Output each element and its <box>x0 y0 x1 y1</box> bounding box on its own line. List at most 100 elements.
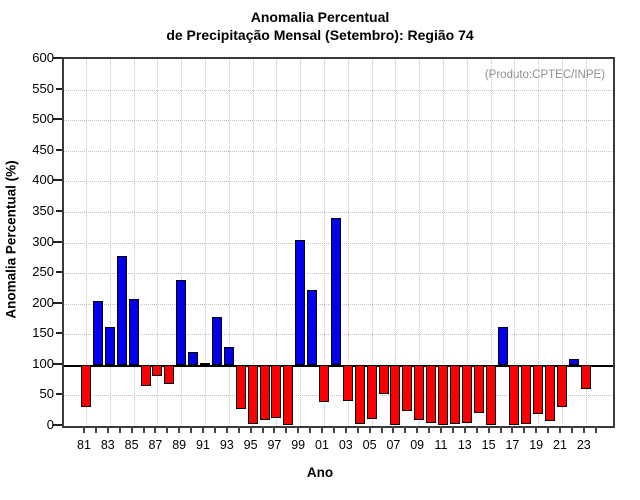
x-tick <box>273 426 276 433</box>
bar-2014 <box>473 364 484 413</box>
y-tick <box>56 209 62 212</box>
x-tick <box>225 426 228 433</box>
y-tick <box>56 332 62 335</box>
x-tick-label: 85 <box>124 438 139 452</box>
y-tick-label: 200 <box>32 294 54 310</box>
bar-1986 <box>140 364 151 387</box>
v-gridline <box>157 59 159 426</box>
x-tick <box>202 426 204 433</box>
bar-1988 <box>164 364 175 384</box>
y-tick <box>56 87 62 90</box>
x-tick <box>428 426 431 433</box>
v-gridline <box>228 59 230 426</box>
bar-1997 <box>271 364 282 419</box>
x-tick <box>332 426 335 433</box>
h-gridline <box>64 211 613 213</box>
h-gridline <box>64 395 613 397</box>
bar-2007 <box>390 364 401 425</box>
x-tick-label: 87 <box>148 438 163 452</box>
chart-title-line1: Anomalia Percentual <box>250 9 390 25</box>
y-tick-label: 300 <box>32 233 54 249</box>
x-tick <box>118 426 121 433</box>
x-tick <box>511 426 514 433</box>
x-tick <box>523 426 526 433</box>
x-tick <box>356 426 359 433</box>
x-tick <box>154 426 157 433</box>
bar-2002 <box>330 218 341 365</box>
h-gridline <box>64 89 613 91</box>
x-tick-label: 05 <box>362 438 377 452</box>
bar-1990 <box>188 351 199 365</box>
v-gridline <box>538 59 540 426</box>
x-tick-label: 15 <box>481 438 496 452</box>
x-tick <box>142 426 145 433</box>
x-tick <box>451 426 454 433</box>
v-gridline <box>443 59 444 426</box>
bar-1995 <box>247 364 258 424</box>
x-tick <box>94 426 97 433</box>
bar-1989 <box>176 279 187 365</box>
y-tick-label: 550 <box>32 80 54 96</box>
bar-1985 <box>128 299 139 365</box>
x-tick-label: 99 <box>291 438 306 452</box>
bar-2000 <box>307 289 318 365</box>
y-tick <box>53 301 62 304</box>
x-tick-label: 93 <box>219 438 234 452</box>
x-tick-label: 09 <box>410 438 425 452</box>
x-tick <box>535 426 538 433</box>
y-tick-label: 350 <box>32 202 54 218</box>
x-tick <box>416 426 419 433</box>
bar-1984 <box>116 255 127 365</box>
bar-1991 <box>200 362 210 365</box>
baseline-100 <box>64 364 613 367</box>
x-tick-label: 21 <box>553 438 567 452</box>
v-gridline <box>562 59 563 426</box>
y-tick-label: 0 <box>46 417 54 432</box>
bar-1992 <box>211 316 222 365</box>
x-tick-label: 13 <box>457 438 472 452</box>
bar-1982 <box>92 300 103 365</box>
x-tick <box>547 426 550 433</box>
bar-2001 <box>319 364 329 402</box>
x-tick-label: 23 <box>576 438 591 452</box>
x-tick <box>440 426 442 433</box>
y-tick-label: 500 <box>32 111 54 127</box>
x-tick <box>190 426 193 433</box>
x-tick <box>106 426 109 433</box>
x-tick <box>344 426 347 433</box>
x-tick <box>475 426 478 433</box>
y-tick <box>56 271 62 274</box>
v-gridline <box>324 59 325 426</box>
bar-2018 <box>521 364 532 424</box>
y-tick <box>53 57 62 59</box>
v-gridline <box>585 59 587 426</box>
y-tick <box>53 424 62 426</box>
x-tick-label: 97 <box>267 438 282 452</box>
x-tick-label: 81 <box>77 438 91 452</box>
v-gridline <box>490 59 492 426</box>
v-gridline <box>466 59 468 426</box>
x-tick <box>392 426 395 433</box>
source-annotation: (Produto:CPTEC/INPE) <box>484 69 605 81</box>
chart-title: Anomalia Percentual de Precipitação Mens… <box>0 8 640 44</box>
x-tick <box>368 426 371 433</box>
y-tick-label: 150 <box>32 325 54 341</box>
y-tick-label: 600 <box>32 50 54 65</box>
bar-2011 <box>438 364 448 425</box>
bar-2006 <box>378 364 389 395</box>
v-gridline <box>276 59 278 426</box>
bar-1993 <box>223 347 234 365</box>
x-axis-title: Ano <box>306 465 334 480</box>
x-tick <box>178 426 181 433</box>
bar-2012 <box>449 364 460 425</box>
v-gridline <box>109 59 111 426</box>
x-tick-label: 95 <box>243 438 258 452</box>
bar-1998 <box>283 364 294 425</box>
bar-2004 <box>354 364 365 424</box>
x-tick <box>309 426 312 433</box>
bar-2003 <box>342 364 353 401</box>
bar-2016 <box>497 326 508 365</box>
v-gridline <box>205 59 206 426</box>
chart-title-line2: de Precipitação Mensal (Setembro): Regiã… <box>166 27 474 43</box>
x-tick <box>463 426 466 433</box>
